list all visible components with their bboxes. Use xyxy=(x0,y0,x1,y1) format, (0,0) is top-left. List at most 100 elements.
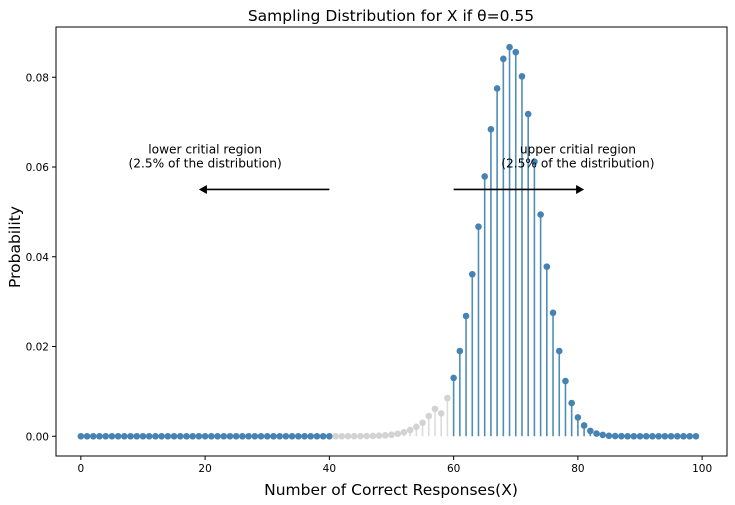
data-point xyxy=(506,43,513,51)
data-point xyxy=(282,432,290,440)
x-tick-label: 60 xyxy=(447,463,460,475)
data-point xyxy=(152,432,159,440)
x-tick-label: 100 xyxy=(692,463,712,475)
data-point xyxy=(611,432,619,440)
data-point xyxy=(599,431,607,439)
data-point xyxy=(468,270,476,278)
data-point xyxy=(444,394,451,402)
data-point xyxy=(381,432,389,439)
data-point xyxy=(587,427,594,435)
data-point xyxy=(425,412,433,420)
data-point xyxy=(512,48,520,56)
data-point xyxy=(667,432,675,440)
data-point xyxy=(605,432,613,440)
data-point xyxy=(276,432,283,440)
y-tick-label: 0.02 xyxy=(26,342,49,354)
data-point xyxy=(319,432,327,440)
data-point xyxy=(437,410,445,417)
data-point xyxy=(531,158,538,165)
annotation-text: lower critial region xyxy=(148,142,262,156)
data-point xyxy=(388,431,395,439)
data-point xyxy=(524,110,532,118)
arrow-head xyxy=(198,184,207,194)
data-point xyxy=(543,263,551,270)
annotation-text: (2.5% of the distribution) xyxy=(128,156,281,170)
data-point xyxy=(307,432,315,440)
data-point xyxy=(493,85,501,92)
data-point xyxy=(301,432,308,440)
data-point xyxy=(295,432,302,440)
data-point xyxy=(195,432,203,440)
data-point xyxy=(313,432,321,440)
y-tick-label: 0.00 xyxy=(26,431,49,443)
data-point xyxy=(77,432,85,440)
data-point xyxy=(239,432,246,440)
data-point xyxy=(145,432,153,440)
x-tick-label: 40 xyxy=(323,463,336,475)
data-point xyxy=(108,432,116,440)
data-point xyxy=(462,312,470,320)
x-axis-label: Number of Correct Responses(X) xyxy=(264,481,518,499)
data-point xyxy=(83,432,91,440)
data-point xyxy=(630,432,638,440)
data-point xyxy=(580,422,588,429)
data-point xyxy=(183,432,190,440)
data-point xyxy=(419,419,426,427)
x-tick-label: 80 xyxy=(571,463,584,475)
data-point xyxy=(413,423,420,431)
data-point xyxy=(500,55,507,63)
data-point xyxy=(251,432,259,440)
x-tick-label: 20 xyxy=(198,463,211,475)
data-point xyxy=(593,430,600,437)
chart-title: Sampling Distribution for X if θ=0.55 xyxy=(248,7,534,25)
data-point xyxy=(214,432,221,440)
annotation-upper: upper critial region(2.5% of the distrib… xyxy=(453,142,655,194)
data-point xyxy=(133,432,141,440)
data-point xyxy=(288,432,296,440)
data-point xyxy=(375,432,383,440)
annotation-lower: lower critial region(2.5% of the distrib… xyxy=(128,142,330,194)
data-point xyxy=(636,432,644,440)
data-point xyxy=(201,432,209,440)
data-point xyxy=(344,432,352,440)
data-point xyxy=(226,432,234,440)
data-point xyxy=(357,432,364,440)
data-point xyxy=(338,432,346,440)
data-point xyxy=(680,432,687,440)
markers-layer xyxy=(77,43,700,440)
data-point xyxy=(164,432,172,440)
data-point xyxy=(170,432,178,440)
data-point xyxy=(642,432,650,440)
data-point xyxy=(400,428,408,436)
stems-layer xyxy=(347,47,623,437)
data-point xyxy=(189,432,196,440)
data-point xyxy=(487,126,495,133)
data-point xyxy=(450,374,457,382)
data-point xyxy=(686,432,694,440)
x-tick-label: 0 xyxy=(78,463,85,475)
data-point xyxy=(127,432,134,440)
y-tick-label: 0.06 xyxy=(26,162,50,174)
data-point xyxy=(475,223,482,230)
data-point xyxy=(102,432,110,440)
data-point xyxy=(618,432,625,440)
data-point xyxy=(456,347,464,355)
data-point xyxy=(245,432,252,440)
data-point xyxy=(208,432,215,440)
data-point xyxy=(158,432,165,440)
data-point xyxy=(369,432,377,440)
annotation-text: upper critial region xyxy=(520,142,636,156)
y-axis-label: Probability xyxy=(6,206,24,288)
data-point xyxy=(555,347,563,355)
data-point xyxy=(176,432,184,440)
y-tick-label: 0.04 xyxy=(26,252,50,264)
data-point xyxy=(114,432,122,440)
plot-frame xyxy=(55,26,728,457)
data-point xyxy=(481,173,488,180)
data-point xyxy=(655,432,662,440)
data-point xyxy=(562,377,569,385)
data-point xyxy=(518,73,526,80)
data-point xyxy=(692,432,700,440)
